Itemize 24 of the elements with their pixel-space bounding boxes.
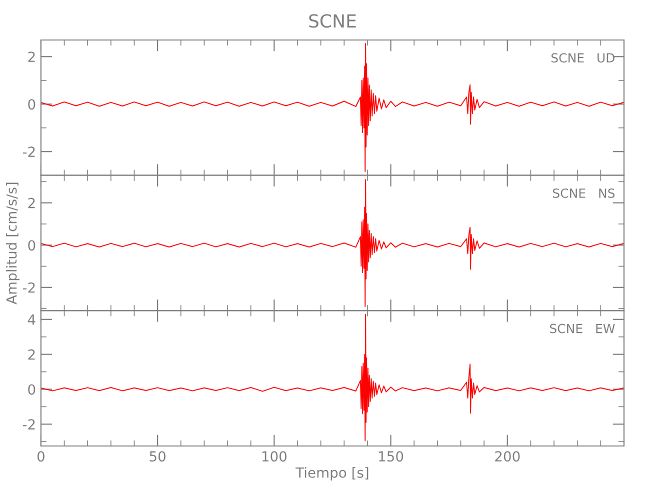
annotation: SCNE EW: [550, 324, 615, 334]
x-tick-label: 200: [495, 451, 520, 462]
x-tick-label: 100: [262, 451, 286, 462]
x-tick-label: 150: [379, 451, 404, 462]
line-series: [40, 43, 624, 172]
x-tick-label: 0: [37, 451, 44, 462]
x-tick-label: 50: [150, 451, 166, 462]
annotation: SCNE NS: [552, 188, 615, 198]
line-series: [40, 179, 624, 307]
line-series: [40, 314, 624, 442]
y-tick-label: 2: [28, 52, 35, 62]
y-tick-label: -2: [22, 282, 35, 293]
y-tick-label: 2: [28, 349, 35, 360]
y-axis-title: Amplitud [cm/s/s]: [6, 182, 20, 304]
y-tick-label: 0: [28, 384, 36, 395]
y-tick-label: -2: [22, 146, 35, 157]
x-axis-title: Tiempo [s]: [296, 467, 368, 481]
y-tick-label: 0: [28, 99, 36, 110]
y-tick-label: 0: [28, 240, 36, 251]
annotation: SCNE UD: [551, 53, 615, 63]
y-tick-label: 2: [28, 198, 35, 208]
chart-title: SCNE: [309, 14, 356, 28]
y-tick-label: -2: [22, 419, 35, 430]
y-tick-label: 4: [28, 314, 36, 325]
